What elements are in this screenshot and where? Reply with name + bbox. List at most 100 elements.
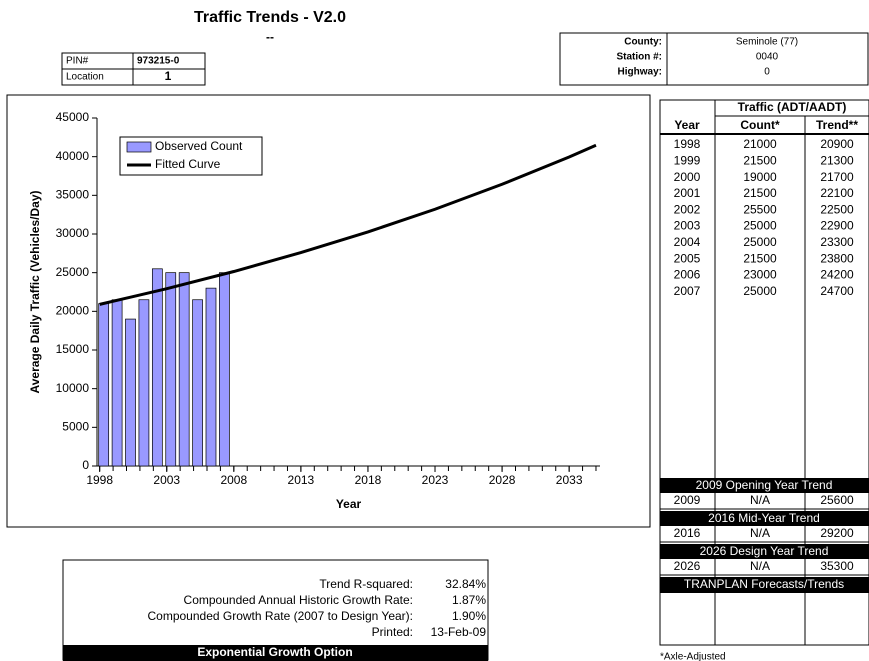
cell: 25600: [820, 493, 854, 507]
option: Exponential Growth Option: [197, 645, 352, 659]
cell: N/A: [750, 559, 770, 573]
bar: [138, 299, 150, 467]
site-value: 0040: [756, 52, 779, 63]
x-tick-label: 2023: [422, 473, 449, 487]
cell: 21700: [820, 170, 854, 184]
site-label: Highway:: [618, 67, 662, 78]
section-bar: [660, 544, 869, 559]
chart-frame: [6, 94, 651, 528]
cell: 1999: [674, 153, 701, 167]
cell: 2001: [674, 186, 701, 200]
y-tick-label: 15000: [56, 342, 90, 356]
y-tick-label: 0: [82, 458, 89, 472]
section-bar: [660, 478, 869, 493]
cell: 22500: [820, 202, 854, 216]
bar: [165, 272, 177, 467]
table-frame: [659, 99, 869, 646]
cell: 2003: [674, 219, 701, 233]
cell: 2002: [674, 202, 701, 216]
cell: 19000: [743, 170, 777, 184]
x-axis-label: Year: [336, 497, 362, 511]
cell: 23800: [820, 251, 854, 265]
stat-value: 13-Feb-09: [431, 625, 487, 639]
pin-label: PIN#: [66, 56, 89, 67]
bar: [125, 318, 136, 467]
bar: [111, 299, 123, 467]
x-tick-label: 2018: [355, 473, 382, 487]
section-title: 2009 Opening Year Trend: [696, 478, 833, 492]
cell: 2004: [674, 235, 701, 249]
bar: [98, 303, 110, 467]
cell: 2009: [674, 493, 701, 507]
pin-value: 973215-0: [137, 56, 180, 67]
pin-box: [61, 52, 206, 86]
cell: 23300: [820, 235, 854, 249]
option-bar: [63, 645, 488, 661]
y-tick-label: 5000: [62, 420, 89, 434]
stat-label: Compounded Annual Historic Growth Rate:: [184, 593, 413, 607]
site-value: Seminole (77): [736, 37, 798, 48]
y-tick-label: 45000: [56, 110, 90, 124]
y-tick-label: 35000: [56, 188, 90, 202]
stat-label: Compounded Growth Rate (2007 to Design Y…: [148, 609, 414, 623]
x-tick-label: 1998: [86, 473, 113, 487]
cell: 2016: [674, 526, 701, 540]
stat-value: 32.84%: [445, 577, 486, 591]
legend-label: Observed Count: [155, 139, 243, 153]
y-tick-label: 10000: [56, 381, 90, 395]
bar: [178, 272, 190, 467]
x-tick-label: 2008: [220, 473, 247, 487]
section-bar: [660, 511, 869, 526]
site-value: 0: [764, 67, 770, 78]
cell: 2026: [674, 559, 701, 573]
column-header: Trend**: [816, 118, 858, 132]
forecasts-title: TRANPLAN Forecasts/Trends: [684, 577, 844, 591]
cell: 21300: [820, 153, 854, 167]
cell: 25000: [743, 284, 777, 298]
column-header: Count*: [740, 118, 780, 132]
cell: 20900: [820, 137, 854, 151]
site-box: [559, 32, 869, 86]
title: Traffic Trends - V2.0: [194, 9, 346, 26]
bar: [192, 299, 203, 467]
stat-value: 1.90%: [452, 609, 486, 623]
x-tick-label: 2033: [556, 473, 583, 487]
cell: 24700: [820, 284, 854, 298]
cell: 23000: [743, 268, 777, 282]
fitted-curve: [99, 143, 597, 306]
cell: 21000: [743, 137, 777, 151]
cell: N/A: [750, 526, 770, 540]
stat-value: 1.87%: [452, 593, 486, 607]
subtitle: --: [266, 30, 274, 44]
section-title: 2026 Design Year Trend: [700, 544, 829, 558]
cell: 22100: [820, 186, 854, 200]
y-tick-label: 25000: [56, 265, 90, 279]
site-label: Station #:: [616, 52, 662, 63]
location-label: Location: [66, 72, 104, 83]
location-value: 1: [165, 69, 172, 83]
cell: 35300: [820, 559, 854, 573]
y-tick-label: 30000: [56, 226, 90, 240]
section-title: 2016 Mid-Year Trend: [708, 511, 820, 525]
cell: 21500: [743, 153, 777, 167]
stat-label: Printed:: [372, 625, 413, 639]
cell: 2000: [674, 170, 701, 184]
footnote: *Axle-Adjusted: [660, 652, 726, 661]
y-axis-label: Average Daily Traffic (Vehicles/Day): [28, 191, 42, 394]
cell: 22900: [820, 219, 854, 233]
table-group: Traffic (ADT/AADT): [738, 100, 847, 114]
y-tick-label: 40000: [56, 149, 90, 163]
cell: 24200: [820, 268, 854, 282]
column-header: Year: [674, 118, 700, 132]
stat-label: Trend R-squared:: [319, 577, 413, 591]
x-tick-label: 2028: [489, 473, 516, 487]
cell: 29200: [820, 526, 854, 540]
bar: [219, 272, 230, 467]
legend-swatch: [126, 141, 152, 153]
cell: N/A: [750, 493, 770, 507]
x-tick-label: 2003: [153, 473, 180, 487]
cell: 1998: [674, 137, 701, 151]
bar: [151, 268, 163, 467]
y-tick-label: 20000: [56, 304, 90, 318]
